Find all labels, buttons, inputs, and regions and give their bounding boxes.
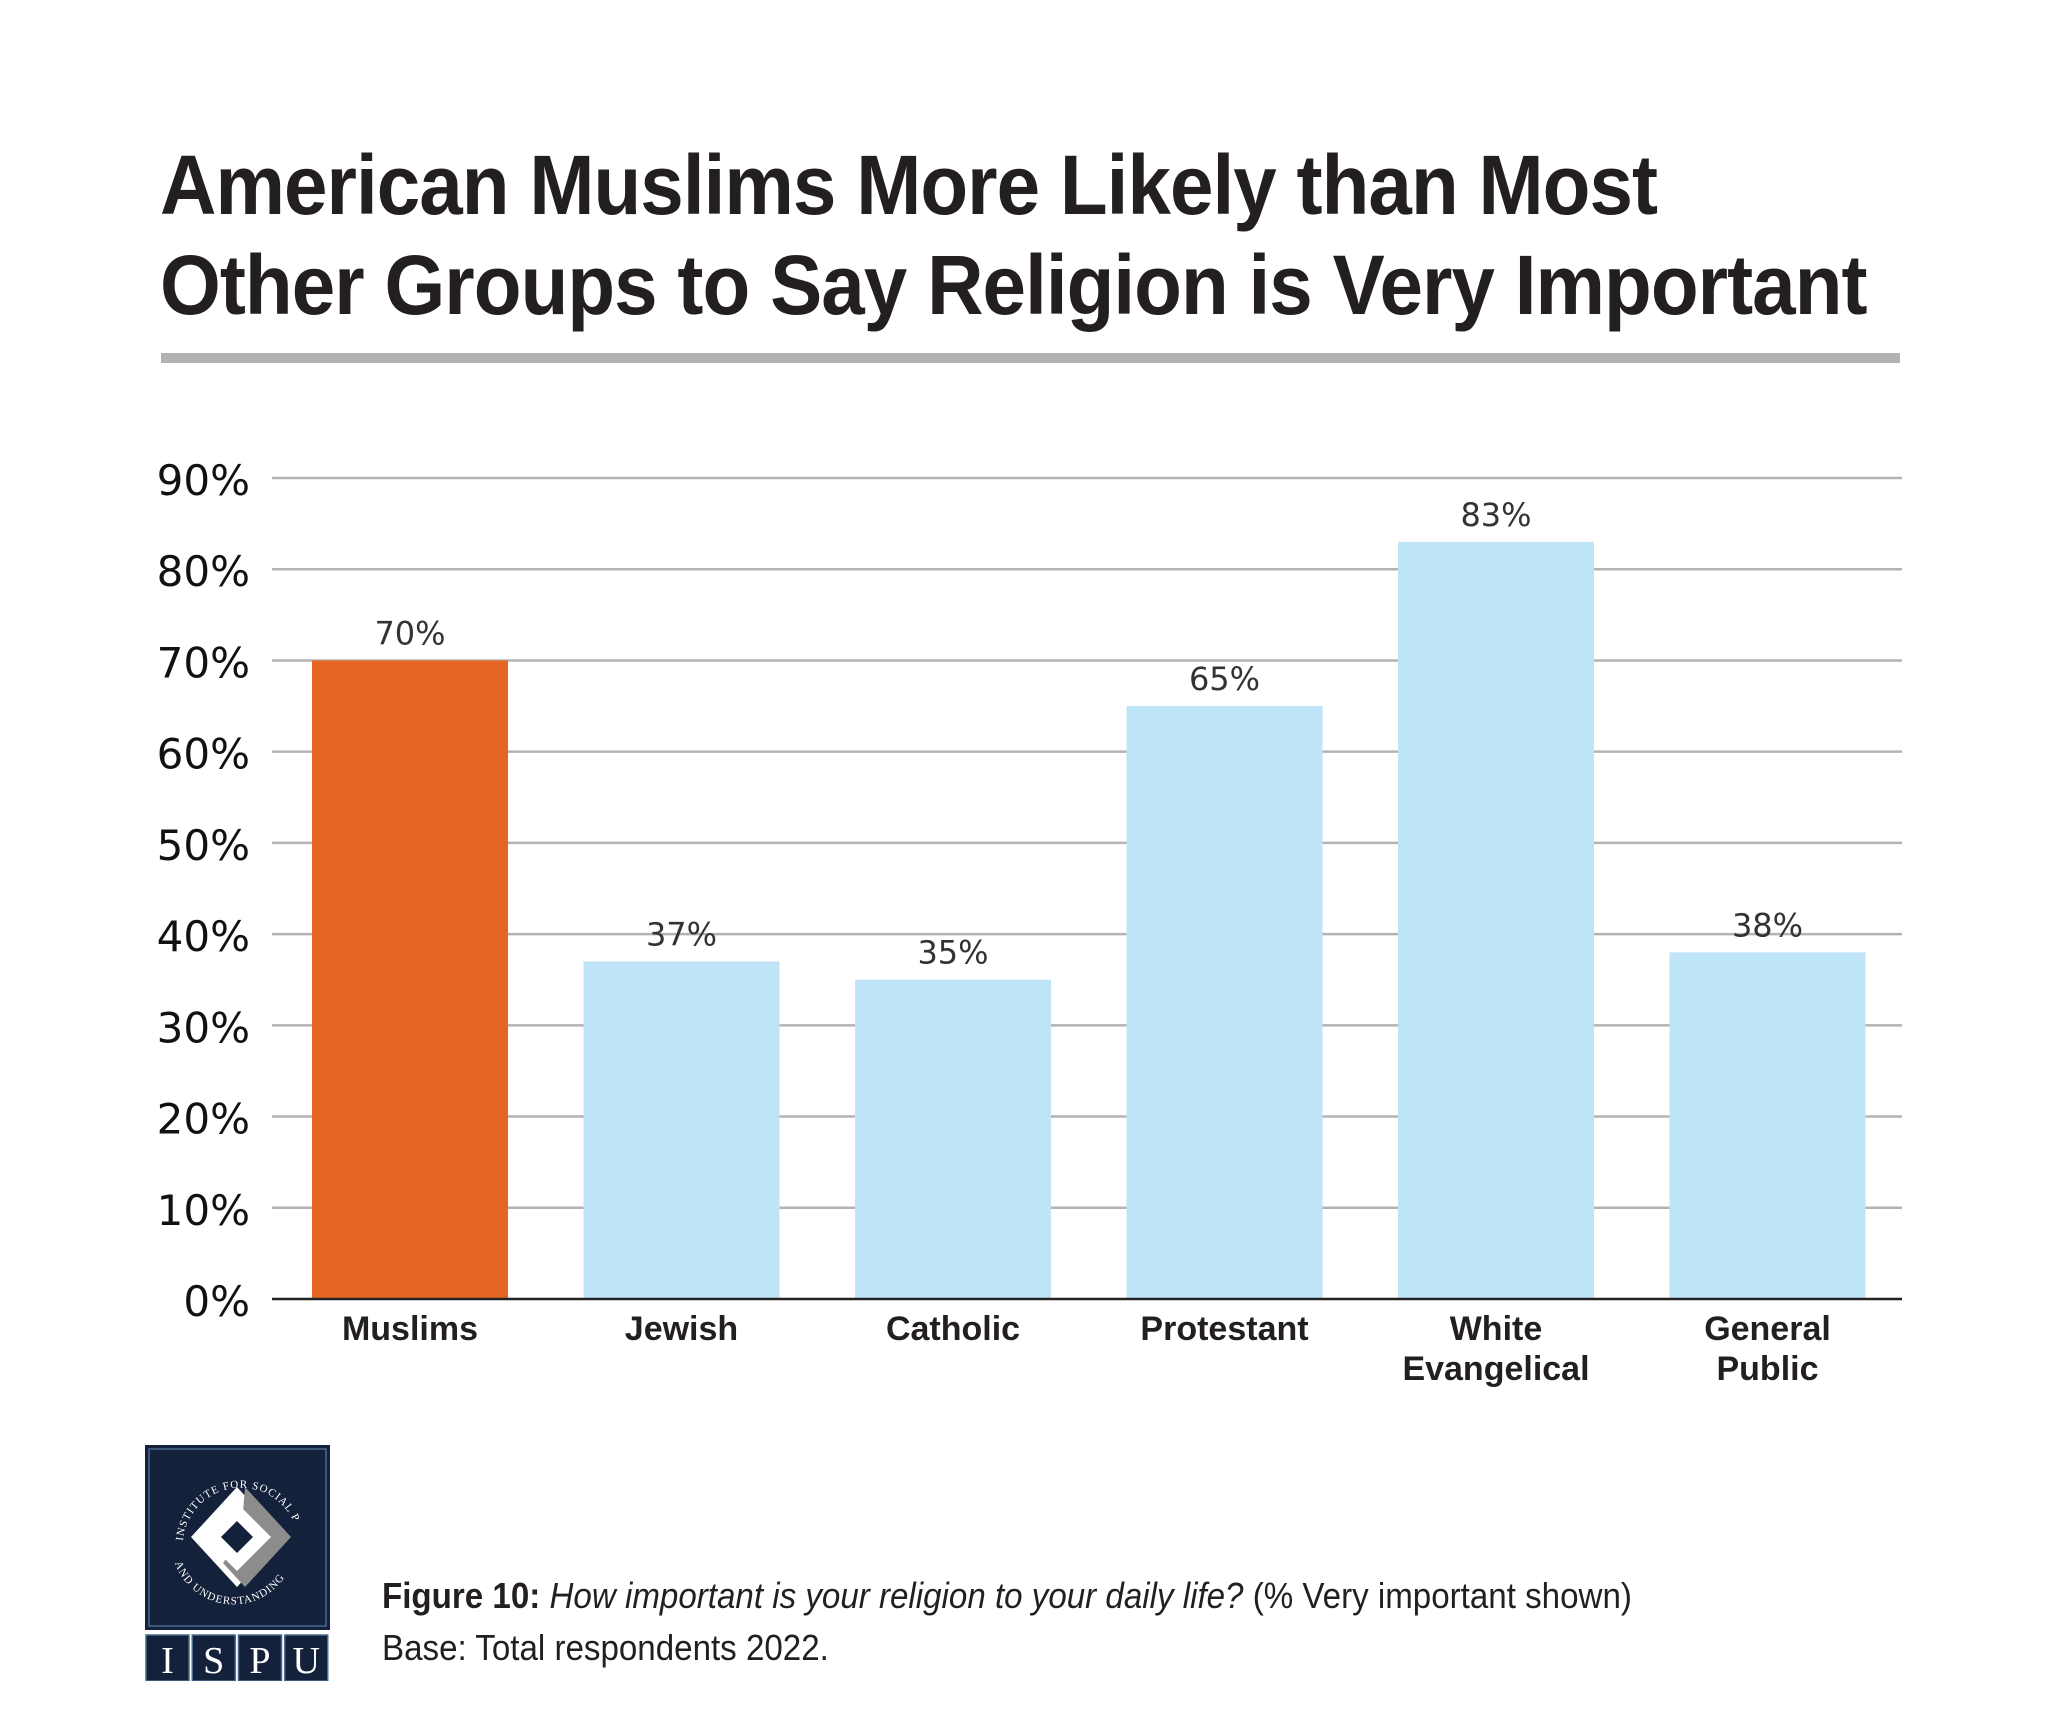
y-tick-label: 30% [157, 1003, 250, 1052]
x-category-label: Jewish [625, 1310, 738, 1348]
chart-title: American Muslims More Likely than Most O… [160, 135, 1890, 335]
logo-letter-box [237, 1634, 283, 1681]
y-tick-label: 40% [157, 912, 250, 961]
caption-note: (% Very important shown) [1252, 1575, 1632, 1616]
x-category-label: Public [1716, 1350, 1818, 1388]
y-tick-label: 50% [157, 821, 250, 870]
bar [312, 660, 508, 1299]
y-tick-label: 20% [157, 1095, 250, 1144]
logo-border [148, 1448, 327, 1627]
data-label: 37% [646, 915, 717, 953]
survey-question: How important is your religion to your d… [549, 1575, 1244, 1616]
logo-letter: P [249, 1640, 270, 1681]
y-tick-label: 90% [157, 456, 250, 505]
logo-letter: I [161, 1640, 174, 1681]
data-label: 35% [917, 934, 988, 972]
diamond-emblem-icon [191, 1487, 291, 1587]
logo-letter-box [145, 1634, 190, 1681]
figure-label: Figure 10: [382, 1575, 541, 1616]
logo-letter-box [191, 1634, 236, 1681]
figure-caption: Figure 10: How important is your religio… [382, 1570, 1632, 1674]
y-tick-label: 70% [157, 638, 250, 687]
x-category-label: Catholic [886, 1310, 1020, 1348]
data-label: 70% [374, 614, 445, 652]
x-category-label: White [1450, 1310, 1543, 1348]
title-divider [161, 353, 1900, 363]
chart-title-line-1: American Muslims More Likely than Most [160, 138, 1658, 232]
chart-title-line-2: Other Groups to Say Religion is Very Imp… [160, 238, 1868, 332]
data-label: 38% [1732, 906, 1803, 944]
data-label: 65% [1189, 660, 1260, 698]
bar [1126, 706, 1323, 1299]
bar [855, 979, 1051, 1299]
logo-letter-box [284, 1634, 329, 1681]
y-tick-label: 60% [157, 730, 250, 779]
x-category-label: Evangelical [1402, 1350, 1589, 1388]
caption-base: Base: Total respondents 2022. [382, 1627, 829, 1668]
caption-line-1: Figure 10: How important is your religio… [382, 1570, 1632, 1622]
data-label: 83% [1460, 496, 1531, 534]
logo-letter: S [203, 1640, 224, 1681]
bar [1398, 541, 1594, 1299]
y-tick-label: 80% [157, 547, 250, 596]
y-tick-label: 10% [157, 1186, 250, 1235]
logo-letter: U [293, 1640, 320, 1681]
bar [1669, 952, 1866, 1299]
bar [583, 961, 780, 1299]
x-category-label: Muslims [342, 1310, 478, 1348]
x-category-label: General [1704, 1310, 1831, 1348]
x-category-label: Protestant [1140, 1310, 1308, 1348]
ispu-logo: INSTITUTE FOR SOCIAL POLICY AND UNDERSTA… [145, 1445, 330, 1681]
y-tick-label: 0% [183, 1277, 250, 1326]
